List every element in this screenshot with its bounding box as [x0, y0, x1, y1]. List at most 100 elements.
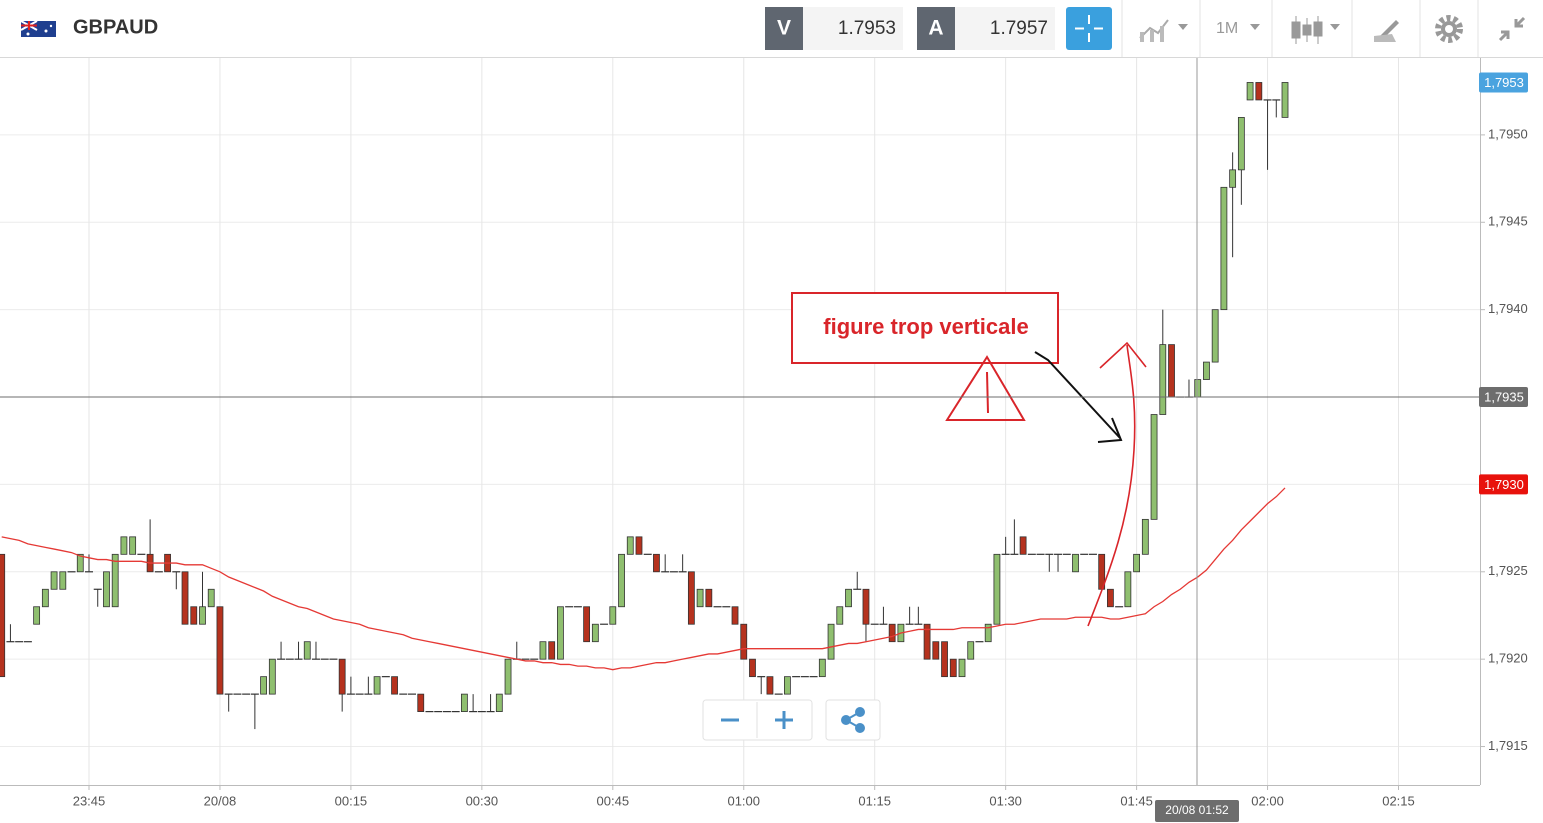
candle-down: [216, 606, 224, 695]
candle-up: [129, 536, 137, 555]
bid-badge: [765, 7, 803, 50]
candle-up: [1124, 571, 1132, 608]
bid-label: V: [777, 17, 791, 40]
annotation-text: figure trop verticale: [823, 314, 1028, 339]
candle-down: [391, 676, 398, 695]
candle-up: [120, 536, 128, 555]
x-tick-label: 23:45: [73, 793, 106, 808]
candle-up: [41, 588, 49, 608]
average-tag: [1479, 474, 1528, 495]
zoom-controls: [702, 699, 881, 741]
candle-down: [190, 606, 198, 625]
crosshair-time-tag: [1155, 800, 1239, 822]
candle-down: [705, 588, 713, 608]
candle-up: [1281, 82, 1289, 118]
candle-up: [618, 553, 625, 608]
x-tick-label: 01:00: [727, 793, 760, 808]
candle-down: [653, 553, 660, 573]
candle-up: [504, 658, 512, 695]
settings-button[interactable]: [1435, 15, 1463, 43]
candle-up: [827, 623, 835, 660]
candle-up: [50, 571, 58, 590]
candle-up: [993, 553, 1001, 625]
chart-type-button[interactable]: [1139, 19, 1188, 42]
y-tick-label: 1,7950: [1488, 126, 1528, 141]
y-tick-label: 1,7945: [1488, 214, 1528, 229]
candle-up: [967, 641, 975, 660]
candle-down: [932, 641, 940, 660]
tags: 20/08 01:52 1,7953 1,7930 1,7935: [0, 58, 1528, 822]
x-tick-label: 20/08: [204, 793, 237, 808]
candle-up: [260, 676, 268, 695]
candle-down: [923, 623, 931, 660]
candle-down: [635, 536, 643, 555]
x-tick-label: 01:15: [858, 793, 891, 808]
toolbar-separators: [1121, 0, 1479, 57]
moving-average-line: [1, 487, 1286, 671]
crosshair-price-tag-label: 1,7935: [1484, 389, 1524, 404]
drawing-button[interactable]: [1374, 20, 1399, 42]
grid: 1,7915 1,7920 1,7925 1,7930 1,7935 1,7940 1,79…: [0, 58, 1528, 808]
candle-up: [818, 658, 826, 678]
series: [0, 82, 1289, 730]
candle-up: [59, 571, 67, 590]
candle-down: [1255, 82, 1263, 101]
x-tick-label: 01:30: [989, 793, 1022, 808]
candle-up: [591, 623, 599, 643]
ask-box[interactable]: [955, 7, 1055, 50]
candle-down: [548, 641, 556, 660]
timeframe-button[interactable]: 1M: [1216, 20, 1238, 37]
annotation-box: [791, 292, 1059, 364]
candle-up: [111, 553, 119, 608]
candle-up: [303, 641, 311, 660]
candle-down: [749, 658, 756, 678]
last-price-tag-label: 1,7953: [1484, 75, 1524, 90]
candle-up: [1229, 169, 1237, 188]
candle-down: [1019, 536, 1027, 555]
collapse-button[interactable]: [1498, 16, 1526, 42]
candle-up: [1211, 309, 1219, 363]
crosshair-button[interactable]: [1066, 7, 1112, 50]
y-tick-label: 1,7915: [1488, 738, 1528, 753]
candle-up: [1141, 518, 1149, 555]
candle-up: [207, 588, 215, 608]
x-tick-label: 02:15: [1382, 793, 1415, 808]
last-price-tag: [1479, 72, 1528, 93]
candle-up: [984, 623, 992, 643]
candle-up: [1220, 186, 1228, 311]
candle-down: [766, 676, 774, 695]
black-arrow: [1034, 351, 1123, 443]
flag-icon: [20, 20, 56, 37]
candle-down: [731, 606, 739, 625]
candle-up: [1072, 553, 1079, 573]
candle-up: [373, 676, 381, 695]
candle-down: [181, 571, 189, 625]
candle-up: [495, 693, 503, 713]
ask-price: 1.7957: [990, 18, 1048, 39]
candle-up: [268, 658, 276, 695]
candle-up: [845, 588, 852, 608]
candle-up: [784, 676, 791, 695]
candle-up: [539, 641, 547, 660]
candle-down: [949, 658, 957, 678]
ask-badge: [917, 7, 955, 50]
candle-down: [338, 658, 346, 695]
zoom-in-button[interactable]: [775, 711, 793, 729]
candle-up: [1159, 344, 1167, 415]
candle-up: [1237, 117, 1245, 171]
candle-down: [583, 606, 591, 643]
average-tag-label: 1,7930: [1484, 477, 1524, 492]
ask-label: A: [928, 17, 943, 40]
y-tick-label: 1,7925: [1488, 563, 1528, 578]
candle-up: [836, 606, 844, 625]
bid-box[interactable]: [803, 7, 903, 50]
candle-down: [941, 641, 948, 678]
symbol: GBPAUD: [73, 16, 158, 38]
indicator-button[interactable]: [1291, 16, 1340, 44]
share-button[interactable]: [841, 707, 865, 733]
candle-down: [0, 553, 6, 678]
candle-up: [460, 693, 468, 713]
red-arrow: [1087, 341, 1147, 627]
x-tick-label: 00:15: [335, 793, 368, 808]
